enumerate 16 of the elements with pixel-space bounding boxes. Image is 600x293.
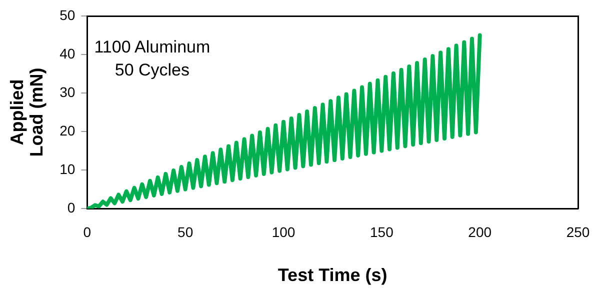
y-tick-label: 0 [67,199,76,216]
y-axis-title: Applied Load (mN) [6,68,47,157]
x-tick-label: 50 [178,224,194,240]
y-tick-label: 10 [60,160,76,177]
x-tick-label: 250 [566,224,590,240]
annotation: 1100 Aluminum [94,38,210,57]
y-tick-label: 30 [60,84,76,100]
annotation: 50 Cycles [114,60,190,80]
x-tick-label: 200 [468,224,492,240]
y-tick-label: 50 [60,6,76,23]
y-tick-label: 40 [60,45,76,62]
x-tick-label: 150 [370,224,394,240]
y-tick-label: 20 [60,122,76,138]
x-tick-label: 100 [272,224,296,240]
x-tick-label: 0 [83,224,92,240]
x-axis-title: Test Time (s) [278,265,388,286]
